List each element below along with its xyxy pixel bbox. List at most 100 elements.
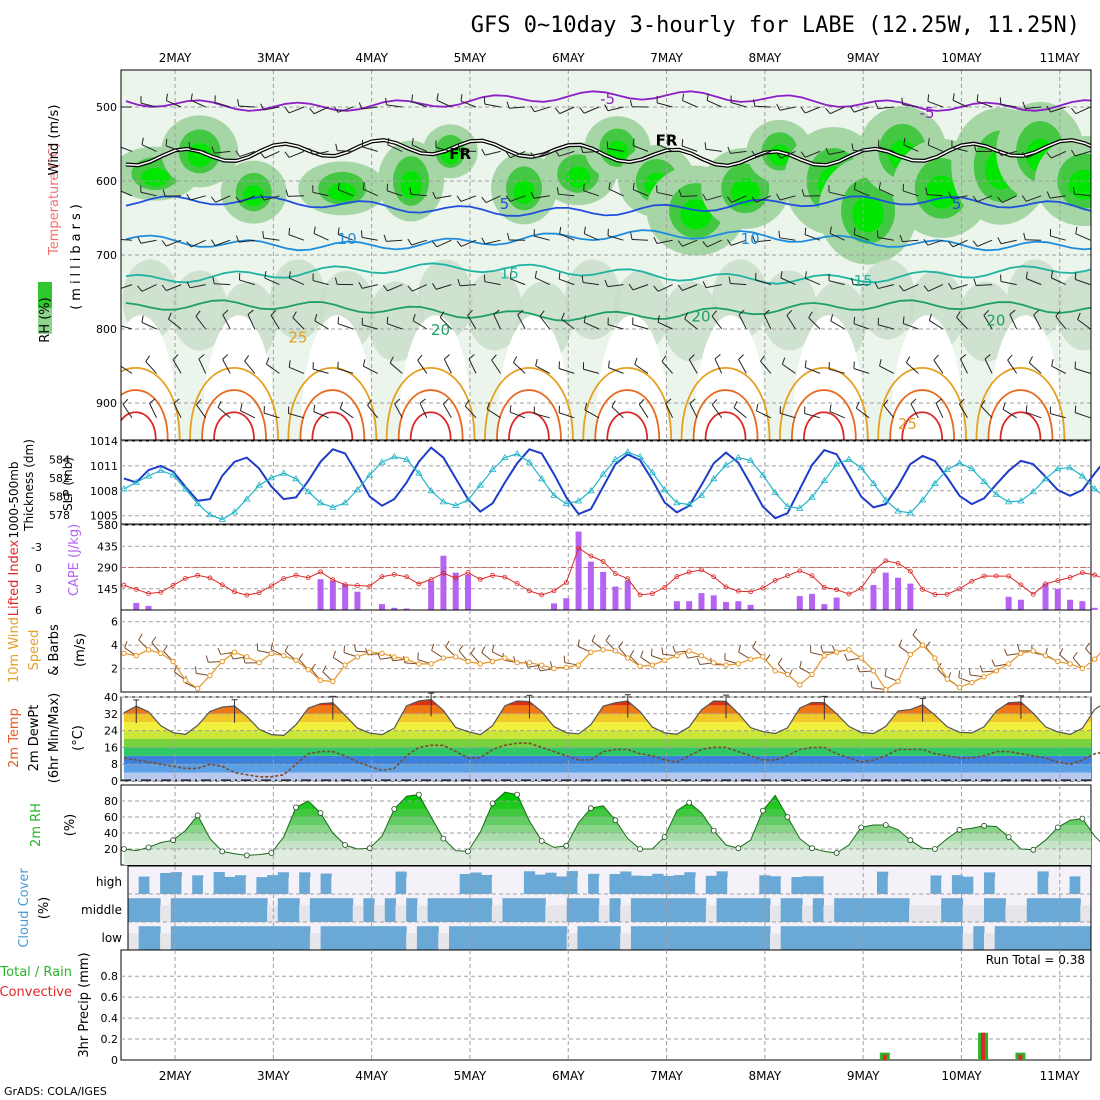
wind-speed-marker xyxy=(1079,665,1086,672)
wind-barb-feather xyxy=(973,278,977,286)
wind-barb xyxy=(337,150,354,152)
cape-bar xyxy=(145,605,152,610)
cape-bar xyxy=(698,593,705,610)
temp-band xyxy=(123,730,1091,739)
lifted-index-marker xyxy=(416,581,422,587)
wind-barb-feather xyxy=(439,311,445,318)
wind-barb-feather xyxy=(456,195,462,202)
rh-shade-low xyxy=(466,270,523,351)
cloud-cell xyxy=(513,898,525,922)
wind-barb-feather xyxy=(820,645,824,653)
wind-barb xyxy=(314,320,329,330)
cloud-cell-clear xyxy=(374,877,386,894)
temp-lines xyxy=(123,692,1100,778)
wind-barb-feather xyxy=(933,354,939,361)
precip-frame xyxy=(120,949,1092,1061)
cloud-cell xyxy=(823,926,835,950)
wind-barb-feather xyxy=(124,641,128,648)
wind-barb-feather xyxy=(1022,101,1026,109)
panel-cloud-cover: high middle low Cloud Cover (%) xyxy=(17,865,1092,951)
warm-contour xyxy=(790,389,857,440)
wind-barb xyxy=(510,278,526,286)
upper-air-frame xyxy=(120,69,1092,441)
rh-shade-low xyxy=(269,259,326,340)
date-labels-bottom: 2MAY 3MAY 4MAY 5MAY 6MAY 7MAY 8MAY 9MAY 10MAY 11M… xyxy=(159,1069,1081,1083)
wind-barb-feather xyxy=(530,152,536,159)
cloud-cell xyxy=(491,926,503,950)
cape-bar xyxy=(673,601,680,610)
wind-barb-feather xyxy=(561,312,565,320)
cloud-cell xyxy=(588,873,600,894)
wind-barb xyxy=(270,315,280,330)
cloud-cell xyxy=(737,926,750,950)
wind-barb-feather xyxy=(1055,310,1061,317)
temp-tick: 16 xyxy=(104,741,118,754)
cloud-cell xyxy=(791,898,803,922)
wind-barb xyxy=(141,144,157,152)
wind-barb-feather xyxy=(265,357,270,365)
wind-speed-marker xyxy=(797,682,803,688)
thickness-marker xyxy=(1090,485,1099,492)
cloud-cell xyxy=(577,898,589,922)
wind-barb xyxy=(140,191,157,197)
pressure-tick: 900 xyxy=(96,397,117,410)
lifted-index-marker xyxy=(121,582,127,588)
rh-marker xyxy=(415,791,422,798)
wind-barb-feather xyxy=(235,235,240,243)
wind-speed-marker xyxy=(440,655,447,661)
cloud-cell xyxy=(363,926,375,950)
wind-barb xyxy=(883,405,895,419)
rh-shade-low xyxy=(368,281,425,362)
wind-speed-marker xyxy=(698,652,705,659)
wind-barb-feather xyxy=(138,633,143,641)
rh-marker xyxy=(121,846,127,852)
wind-barb-feather xyxy=(409,187,412,195)
wind-barb xyxy=(1085,648,1091,656)
panel-precip: 0 0.2 0.4 0.6 0.8 Run Total = 0.38 Total / R… xyxy=(0,949,1092,1067)
wind-barb xyxy=(607,235,624,241)
lifted-index-marker xyxy=(293,572,299,578)
cloud-cell xyxy=(320,873,332,894)
wind-barb-feather xyxy=(337,227,340,235)
cloud-cell xyxy=(406,898,418,922)
warm-contour xyxy=(121,411,157,440)
wind-barb xyxy=(468,358,477,374)
wind-barb xyxy=(460,284,477,287)
cloud-cell xyxy=(299,926,311,950)
wind-speed-marker xyxy=(526,660,533,666)
wind-barb-feather xyxy=(417,354,423,361)
cloud-cell xyxy=(802,876,814,894)
isotherm--5 xyxy=(125,90,1091,112)
cloud-cell xyxy=(609,898,621,922)
wind-barb-feather xyxy=(672,645,676,653)
wind-speed-marker xyxy=(821,652,828,659)
wind-speed-marker xyxy=(244,654,250,660)
wind-barb-feather xyxy=(1072,651,1078,659)
wind-barb-feather xyxy=(481,646,486,653)
cloud-cell xyxy=(534,926,546,950)
wind-barb-feather xyxy=(829,226,832,234)
wind-speed-marker xyxy=(772,668,778,674)
thickness-marker xyxy=(857,463,865,471)
wind-speed-marker xyxy=(760,654,766,660)
contour-label: FR xyxy=(449,145,471,163)
wind-speed-marker xyxy=(723,662,729,668)
wind-barb xyxy=(928,284,944,292)
cloud-cell xyxy=(630,898,643,922)
thickness-marker xyxy=(574,497,583,504)
wind-barb xyxy=(362,324,378,330)
cloud-cell xyxy=(598,926,610,950)
cloud-cell xyxy=(224,898,236,922)
rh-unit-label: (%) xyxy=(63,814,78,837)
wind-barb xyxy=(289,366,305,374)
wind-barb xyxy=(312,150,329,156)
wind-speed-marker xyxy=(711,660,717,666)
warm-contour xyxy=(778,367,869,440)
thickness-marker xyxy=(538,475,546,482)
contour-label: 20 xyxy=(431,321,450,339)
contour-label: 25 xyxy=(898,415,917,433)
rh-axis-label: RH (%) xyxy=(38,297,53,342)
wind-barb xyxy=(140,239,157,244)
wind-barb-feather xyxy=(247,309,254,315)
wind-barb xyxy=(754,105,771,108)
